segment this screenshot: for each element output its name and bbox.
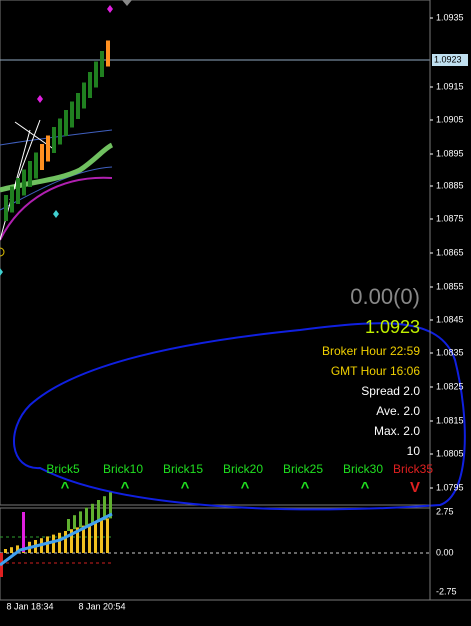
hist-bar xyxy=(67,519,70,531)
price-label: 1.0845 xyxy=(436,314,464,324)
hist-bar xyxy=(91,503,94,524)
brick-label: Brick35 xyxy=(393,462,433,476)
hist-bar xyxy=(109,492,112,519)
hist-bar xyxy=(103,496,106,521)
brick xyxy=(16,178,20,204)
indicator-frame xyxy=(0,507,431,601)
hist-bar xyxy=(88,523,91,553)
current-price-box xyxy=(432,54,468,66)
gmt-hour: GMT Hour 16:06 xyxy=(331,364,420,378)
price-label: 1.0865 xyxy=(436,247,464,257)
brick-signal: V xyxy=(410,479,420,496)
hist-bar xyxy=(97,500,100,522)
price-label: 1.0795 xyxy=(436,482,464,492)
price-label: 1.0875 xyxy=(436,213,464,223)
price-label: 1.0895 xyxy=(436,148,464,158)
brick-signal: ^ xyxy=(181,479,190,496)
brick-signal: ^ xyxy=(61,479,70,496)
hist-bar xyxy=(64,531,67,553)
main-frame xyxy=(0,0,431,506)
marker xyxy=(0,247,5,257)
annotation-ellipse xyxy=(13,322,466,511)
brick xyxy=(46,135,50,162)
brick-signal: ^ xyxy=(241,479,250,496)
brick-label: Brick25 xyxy=(283,462,323,476)
brick xyxy=(100,51,104,77)
hist-bar xyxy=(4,549,7,553)
price-label: 1.0915 xyxy=(436,81,464,91)
price: 1.0923 xyxy=(365,317,420,337)
hist-bar xyxy=(79,511,82,528)
marker xyxy=(0,210,59,276)
hist-bar xyxy=(76,527,79,553)
price-label: 1.0835 xyxy=(436,347,464,357)
brick xyxy=(64,110,68,136)
brick xyxy=(88,72,92,98)
hist-bar xyxy=(85,507,88,526)
current-price: 1.0923 xyxy=(434,54,462,64)
max: Max. 2.0 xyxy=(374,424,420,438)
time-label: 8 Jan 20:54 xyxy=(78,601,125,611)
average: Ave. 2.0 xyxy=(376,404,420,418)
price-label: 1.0905 xyxy=(436,114,464,124)
brick xyxy=(40,144,44,170)
indicator-label: 0.00 xyxy=(436,547,454,557)
brick-label: Brick5 xyxy=(46,462,80,476)
price-label: 1.0935 xyxy=(436,12,464,22)
indicator-label: 2.75 xyxy=(436,506,454,516)
brick-signal: ^ xyxy=(121,479,130,496)
brick xyxy=(94,61,98,88)
brick xyxy=(76,93,80,119)
brick xyxy=(10,186,14,213)
hist-bar xyxy=(46,536,49,553)
brick xyxy=(22,169,26,196)
brick xyxy=(4,195,8,221)
brick-label: Brick20 xyxy=(223,462,263,476)
brick xyxy=(52,127,56,153)
hist-bar xyxy=(10,547,13,553)
brick-signal: ^ xyxy=(361,479,370,496)
band-line xyxy=(0,176,113,241)
profit: 0.00(0) xyxy=(350,284,420,309)
hist-bar xyxy=(73,515,76,530)
hist-bar xyxy=(52,534,55,553)
brick xyxy=(28,161,32,187)
brick-label: Brick15 xyxy=(163,462,203,476)
broker-hour: Broker Hour 22:59 xyxy=(322,344,420,358)
price-label: 1.0815 xyxy=(436,415,464,425)
spread: Spread 2.0 xyxy=(361,384,420,398)
brick-label: Brick30 xyxy=(343,462,383,476)
brick-signal: ^ xyxy=(301,479,310,496)
brick xyxy=(106,40,110,67)
hist-bar xyxy=(82,525,85,553)
price-label: 1.0855 xyxy=(436,281,464,291)
brick-label: Brick10 xyxy=(103,462,143,476)
price-label: 1.0825 xyxy=(436,381,464,391)
price-label: 1.0885 xyxy=(436,180,464,190)
brick xyxy=(70,101,74,128)
indicator-line xyxy=(0,512,113,567)
hist-bar xyxy=(106,518,109,553)
marker xyxy=(122,0,132,6)
brick xyxy=(82,82,86,109)
time-label: 8 Jan 18:34 xyxy=(6,601,53,611)
hist-bar xyxy=(22,512,25,552)
indicator-label: -2.75 xyxy=(436,586,457,596)
count: 10 xyxy=(407,444,421,458)
hist-bar xyxy=(16,545,19,553)
hist-bar xyxy=(94,522,97,553)
hist-bar xyxy=(70,529,73,553)
brick xyxy=(34,152,38,179)
band-line xyxy=(0,129,113,146)
hist-bar xyxy=(100,520,103,553)
brick xyxy=(58,118,62,145)
price-label: 1.0805 xyxy=(436,448,464,458)
hist-bar xyxy=(58,532,61,553)
